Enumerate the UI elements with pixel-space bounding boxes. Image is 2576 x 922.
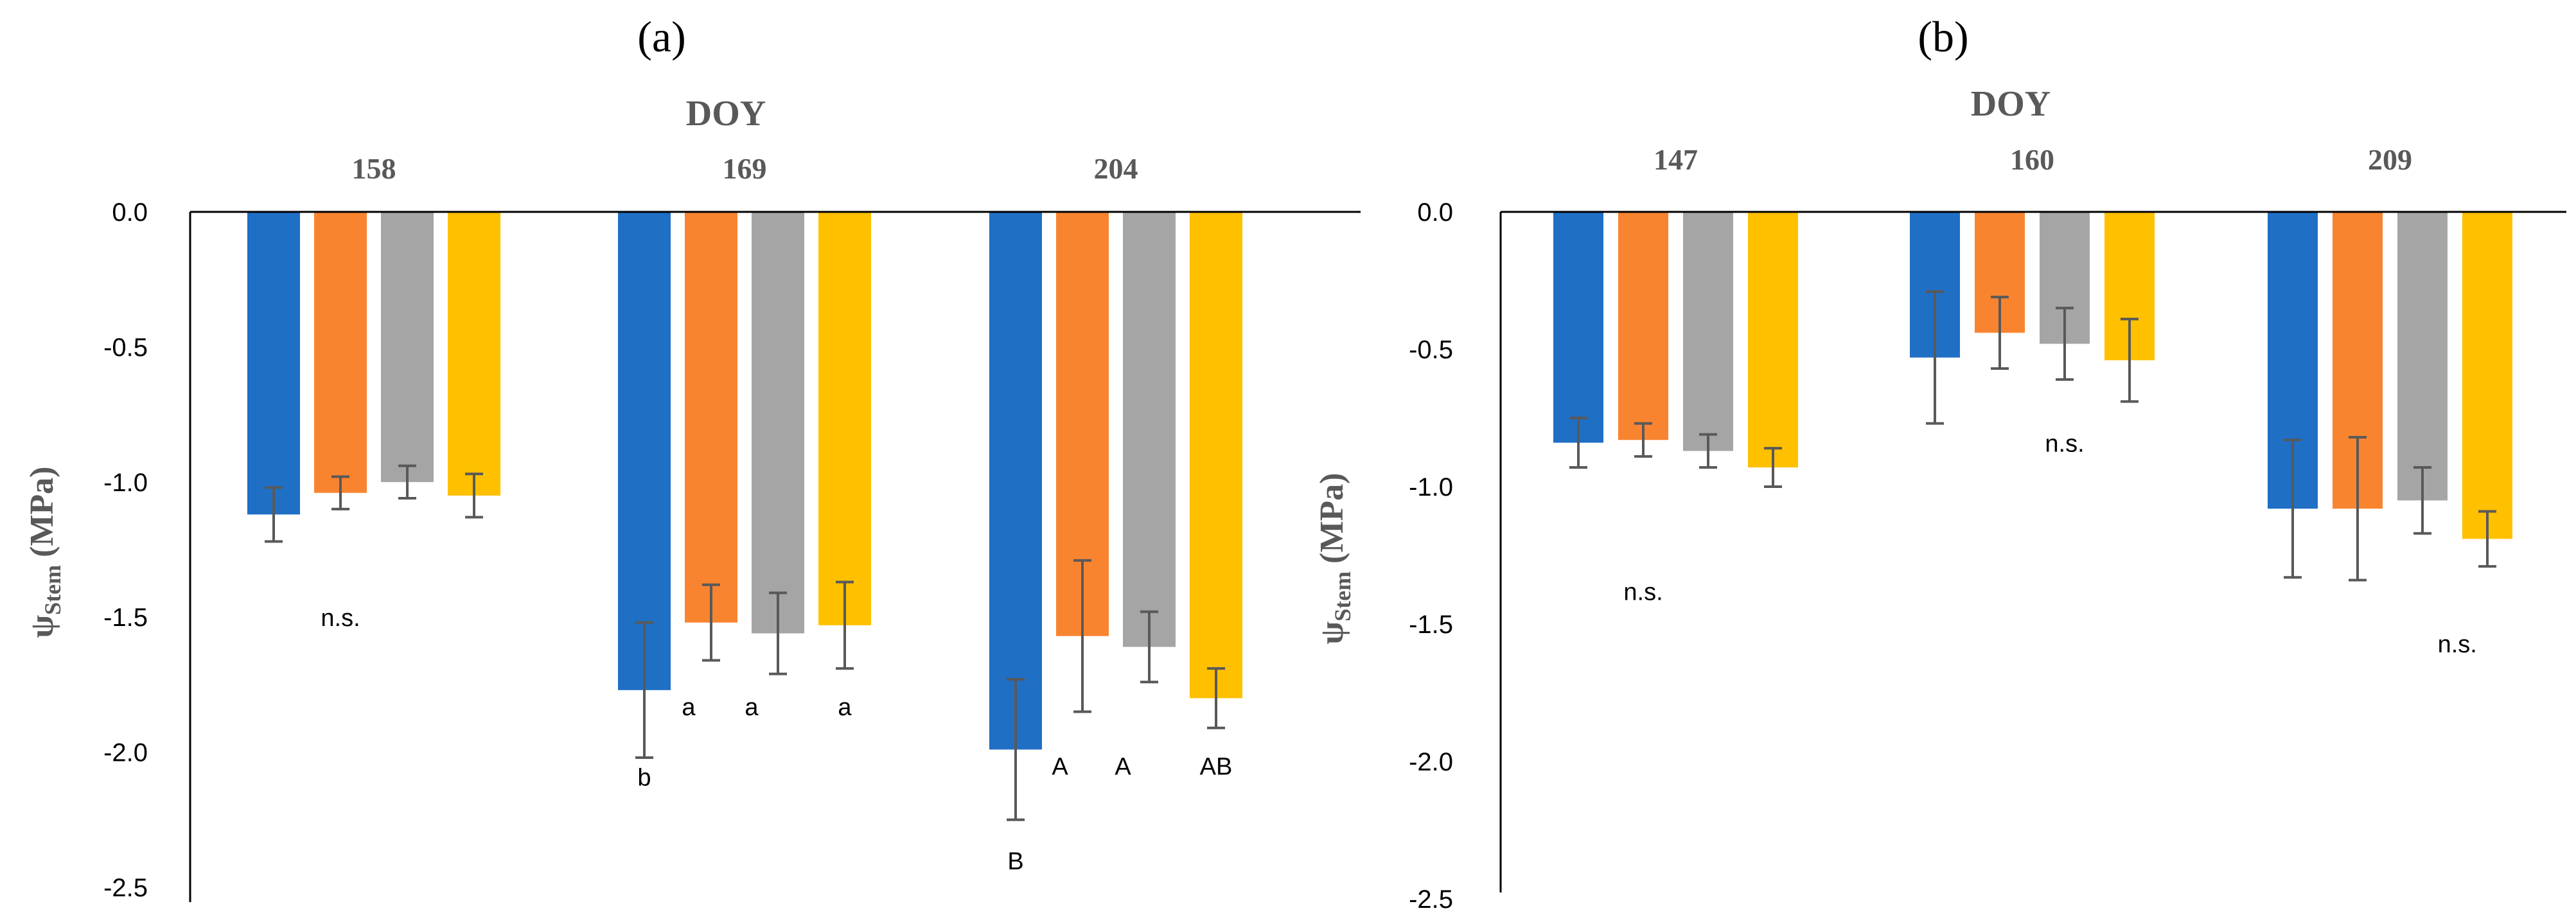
bar: [2462, 212, 2512, 539]
y-tick-label: -1.5: [1409, 611, 1453, 639]
x-category-label: 209: [2368, 143, 2412, 176]
error-bar: [635, 621, 653, 760]
error-bars-a: [265, 464, 1225, 821]
error-bar: [1926, 290, 1944, 425]
chart-title-b: DOY: [1971, 84, 2051, 124]
significance-label: a: [745, 694, 759, 721]
error-bars-b: [1569, 290, 2496, 582]
y-tick-label: -2.0: [103, 739, 148, 767]
bar: [989, 212, 1042, 750]
ylabel-psi-a: ψ: [24, 615, 60, 638]
panel-label-b: (b): [1918, 12, 1968, 61]
y-tick-label: -0.5: [103, 333, 148, 361]
error-bar: [769, 591, 787, 675]
bar: [618, 212, 671, 690]
bar: [1553, 212, 1603, 443]
significance-label: AB: [1200, 754, 1233, 781]
ylabel-sub-a: Stem: [40, 565, 66, 615]
error-bar: [1073, 559, 1091, 713]
bar: [1190, 212, 1242, 699]
chart-panel-a: (a) DOY 158 169 204 0.0 -0.5 -1.0 -1.5 -2.0 -2.…: [24, 12, 1361, 902]
significance-label: A: [1115, 754, 1131, 781]
bar: [1618, 212, 1668, 440]
bar: [818, 212, 871, 625]
y-axis-label-b: ψStem (MPa): [1314, 473, 1355, 644]
error-bar: [702, 583, 720, 662]
bar: [1748, 212, 1798, 468]
y-tick-label: -2.0: [1409, 748, 1453, 776]
error-bar: [331, 475, 349, 510]
error-bar: [1140, 610, 1158, 684]
bar: [314, 212, 367, 493]
bars-b: [1553, 212, 2512, 539]
error-bar: [2056, 306, 2074, 381]
category-labels-a: 158 169 204: [352, 152, 1138, 185]
error-bar: [1207, 667, 1225, 729]
ylabel-unit-b: (MPa): [1314, 473, 1350, 563]
bar: [381, 212, 434, 482]
error-bar: [2121, 317, 2139, 403]
error-bar: [1569, 417, 1587, 469]
significance-label: a: [838, 694, 852, 721]
svg-text:ψStem(MPa): ψStem (MPa): [1314, 473, 1355, 644]
svg-text:ψStem(MPa): ψStem (MPa): [24, 466, 66, 638]
error-bar: [1991, 295, 2009, 370]
bar: [752, 212, 804, 634]
significance-label: B: [1007, 848, 1023, 875]
error-bar: [1699, 433, 1717, 469]
x-category-label: 158: [352, 152, 396, 185]
significance-label: n.s.: [321, 605, 360, 632]
significance-label: n.s.: [2438, 631, 2477, 658]
ylabel-psi-b: ψ: [1314, 622, 1350, 645]
y-tick-label: -1.0: [103, 469, 148, 497]
annotations-b: n.s. n.s. n.s.: [1623, 431, 2476, 658]
error-bar: [398, 464, 416, 500]
significance-label: n.s.: [2045, 431, 2084, 458]
bar: [448, 212, 500, 496]
error-bar: [2413, 466, 2431, 535]
significance-label: a: [682, 694, 696, 721]
significance-label: A: [1052, 754, 1068, 781]
error-bar: [265, 486, 283, 543]
x-category-label: 147: [1654, 143, 1698, 176]
significance-label: n.s.: [1623, 579, 1663, 606]
category-labels-b: 147 160 209: [1654, 143, 2412, 176]
chart-panel-b: (b) DOY 147 160 209 0.0 -0.5 -1.0 -1.5 -2.0 -2.…: [1314, 12, 2566, 914]
x-category-label: 169: [723, 152, 767, 185]
bar: [1683, 212, 1733, 451]
y-tick-label: -1.5: [103, 604, 148, 632]
error-bar: [465, 473, 483, 519]
error-bar: [2284, 439, 2302, 579]
y-ticks-b: 0.0 -0.5 -1.0 -1.5 -2.0 -2.5: [1409, 198, 1453, 914]
y-tick-label: -1.0: [1409, 473, 1453, 501]
error-bar: [2349, 435, 2367, 582]
ylabel-unit-a: (MPa): [24, 466, 60, 557]
bar: [1123, 212, 1176, 647]
y-tick-label: -2.5: [1409, 885, 1453, 914]
bar: [2397, 212, 2448, 501]
panel-label-a: (a): [637, 12, 685, 61]
significance-label: b: [637, 764, 651, 791]
y-tick-label: 0.0: [112, 198, 148, 227]
bar: [685, 212, 737, 623]
y-tick-label: 0.0: [1417, 198, 1453, 227]
chart-title-a: DOY: [686, 94, 766, 134]
bars-a: [247, 212, 1242, 750]
error-bar: [1007, 677, 1025, 821]
error-bar: [836, 580, 854, 670]
ylabel-sub-b: Stem: [1330, 571, 1355, 622]
y-tick-label: -2.5: [103, 874, 148, 902]
error-bar: [1634, 422, 1652, 458]
y-ticks-a: 0.0 -0.5 -1.0 -1.5 -2.0 -2.5: [103, 198, 148, 902]
y-axis-label-a: ψStem (MPa): [24, 466, 66, 638]
error-bar: [2478, 510, 2496, 568]
x-category-label: 204: [1094, 152, 1138, 185]
y-tick-label: -0.5: [1409, 336, 1453, 364]
bar: [247, 212, 300, 515]
annotations-a: n.s. b a a a B A A AB: [321, 605, 1232, 875]
error-bar: [1764, 447, 1782, 488]
x-category-label: 160: [2010, 143, 2054, 176]
